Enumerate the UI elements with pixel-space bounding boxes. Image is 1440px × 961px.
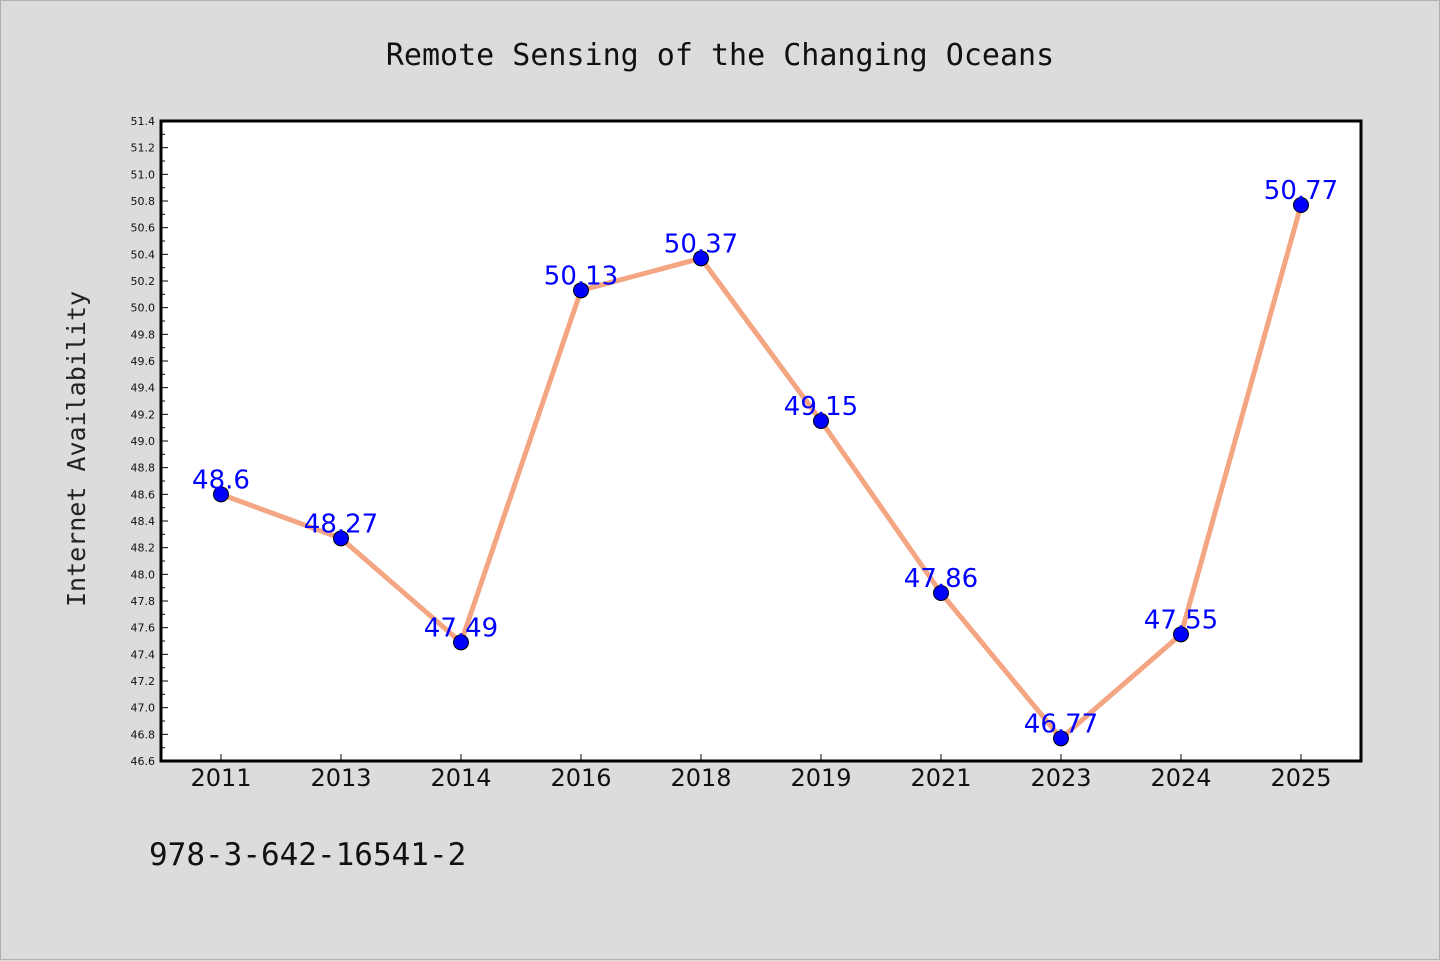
y-tick-label: 49.0 [131, 435, 156, 448]
y-tick-label: 47.0 [131, 702, 156, 715]
x-tick-label: 2016 [550, 764, 611, 792]
data-label: 49.15 [784, 392, 858, 422]
series-line [218, 202, 1304, 741]
y-tick-label: 50.8 [131, 195, 156, 208]
y-tick-label: 50.0 [131, 302, 156, 315]
data-label: 48.6 [192, 465, 250, 495]
data-point [1053, 730, 1069, 747]
y-tick-label: 47.6 [131, 622, 156, 635]
plot-border [159, 119, 1363, 763]
x-tick-label: 2021 [910, 764, 971, 792]
y-tick-label: 46.6 [131, 755, 156, 768]
x-tick-label: 2025 [1270, 764, 1331, 792]
data-label: 48.27 [304, 509, 378, 539]
y-tick-label: 48.0 [131, 568, 156, 581]
data-point [573, 282, 589, 299]
data-label: 50.77 [1264, 176, 1338, 206]
x-tick-label: 2018 [670, 764, 731, 792]
y-axis-label: Internet Availability [62, 291, 91, 607]
y-tick-label: 49.4 [131, 382, 156, 395]
y-tick-label: 50.2 [131, 275, 156, 288]
data-point [933, 585, 949, 601]
y-tick-label: 48.2 [131, 542, 156, 555]
data-label: 50.37 [664, 229, 738, 259]
y-tick-label: 48.6 [131, 488, 156, 501]
data-point [693, 250, 709, 267]
x-tick-label: 2014 [430, 764, 491, 792]
x-tick-label: 2013 [310, 764, 371, 792]
y-tick-label: 47.2 [131, 675, 156, 688]
data-point [333, 530, 349, 547]
data-point [453, 634, 469, 651]
y-tick-label: 50.4 [131, 248, 156, 261]
y-tick-label: 51.4 [131, 115, 156, 128]
y-tick-label: 50.6 [131, 222, 156, 235]
data-point [1293, 197, 1309, 213]
y-tick-label: 46.8 [131, 728, 156, 741]
series-line-group [218, 202, 1304, 741]
x-tick-label: 2019 [790, 764, 851, 792]
x-tick-label: 2011 [190, 764, 251, 792]
data-point [813, 413, 829, 429]
y-tick-label: 48.8 [131, 462, 156, 475]
data-label: 47.55 [1144, 605, 1218, 635]
x-tick-label: 2024 [1150, 764, 1211, 792]
isbn-footer: 978-3-642-16541-2 [149, 837, 466, 873]
y-tick-label: 47.4 [131, 648, 156, 661]
data-label: 46.77 [1024, 709, 1098, 739]
y-tick-label: 49.8 [131, 328, 156, 341]
data-label: 47.49 [424, 613, 498, 643]
data-point [1173, 626, 1189, 643]
data-point [213, 486, 229, 503]
chart-title: Remote Sensing of the Changing Oceans [386, 38, 1054, 73]
markers-group [213, 197, 1309, 747]
y-axis: 46.6 46.8 47.0 47.2 47.4 47.6 47.8 48.0 48.2 48.4… [131, 115, 168, 768]
y-tick-label: 51.0 [131, 168, 156, 181]
y-tick-label: 48.4 [131, 515, 156, 528]
x-tick-label: 2023 [1030, 764, 1091, 792]
y-tick-label: 47.8 [131, 595, 156, 608]
data-label: 50.13 [544, 261, 618, 291]
x-axis: 2011 2013 2014 2016 2018 2019 2021 2023 2024 2025 [190, 754, 1332, 792]
y-tick-label: 51.2 [131, 142, 156, 155]
y-tick-label: 49.6 [131, 355, 156, 368]
plot-area [161, 121, 1361, 761]
y-tick-label: 49.2 [131, 408, 156, 421]
data-labels-group: 48.6 48.27 47.49 50.13 50.37 49.15 47.86 46.77 4… [192, 176, 1338, 739]
data-label: 47.86 [904, 564, 978, 594]
